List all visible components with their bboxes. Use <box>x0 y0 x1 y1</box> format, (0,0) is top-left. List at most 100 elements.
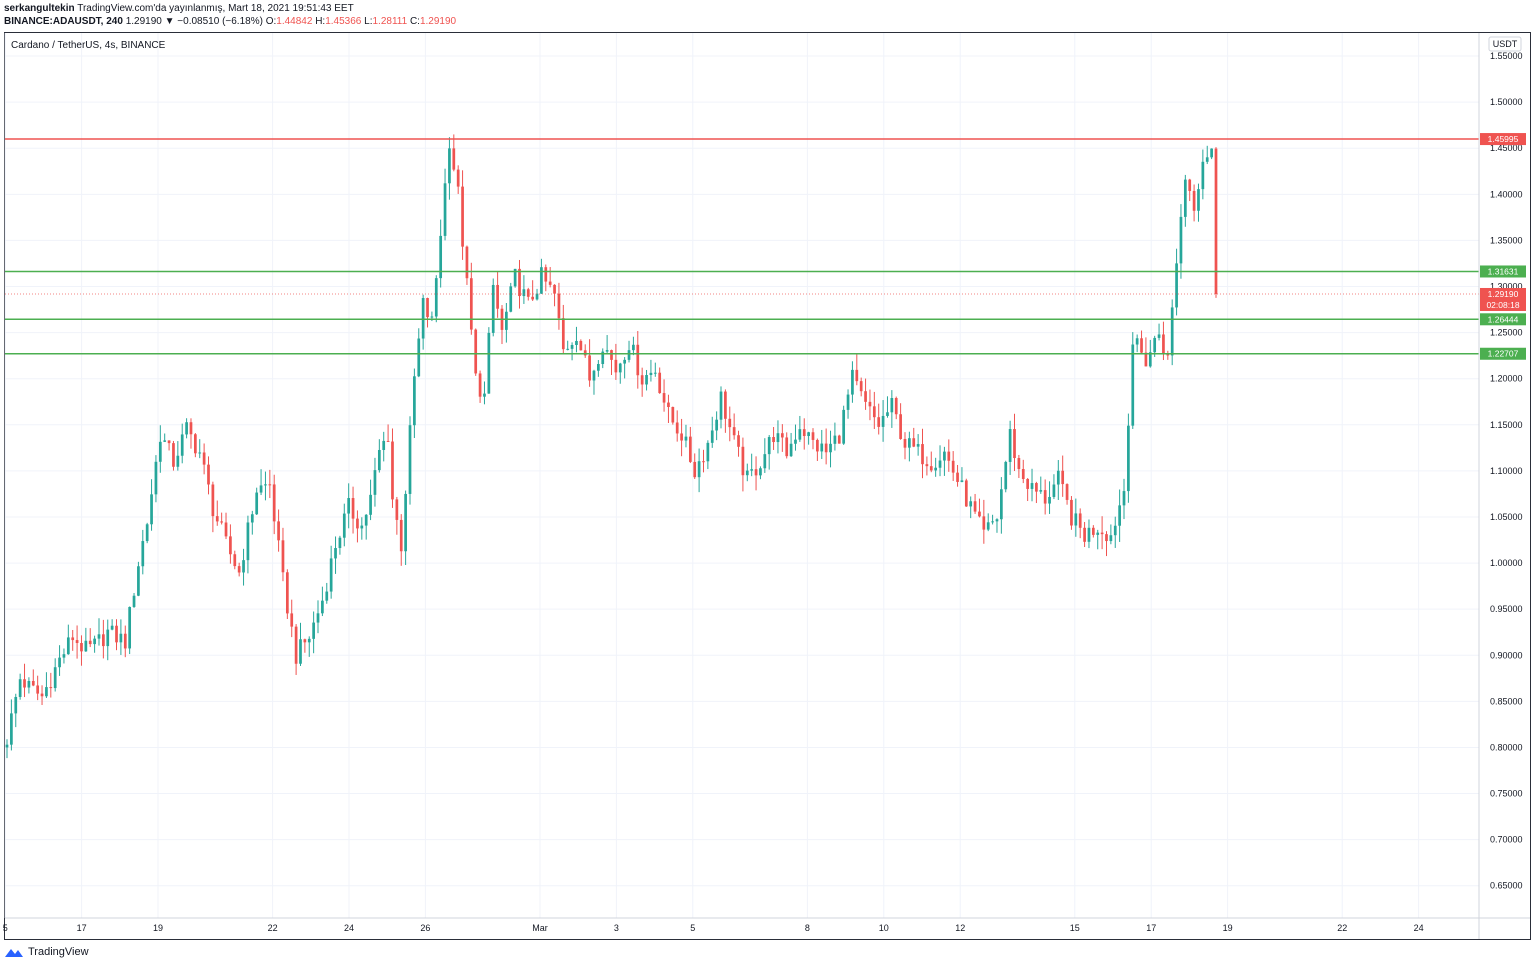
chart-frame[interactable] <box>4 32 1531 940</box>
candle-up <box>505 311 508 330</box>
candle-up <box>321 600 324 614</box>
candle-up <box>1170 307 1174 356</box>
high-value: 1.45366 <box>325 16 362 27</box>
time-tick-label: 15 <box>1070 923 1080 933</box>
candle-down <box>662 393 666 403</box>
candle-up <box>745 470 749 476</box>
price-tag-label: 1.26444 <box>1488 314 1519 324</box>
candle-up <box>180 434 184 456</box>
candle-down <box>229 536 232 555</box>
candle-up <box>1205 157 1209 162</box>
price-tag-label: 1.22707 <box>1488 349 1519 359</box>
candle-up <box>995 519 999 522</box>
candle-down <box>356 518 359 529</box>
candle-down <box>702 461 705 463</box>
candle-down <box>220 521 223 523</box>
candle-up <box>1056 470 1060 485</box>
candle-up <box>448 148 451 184</box>
publish-text: TradingView.com'da yayınlanmış, Mart 18,… <box>77 3 354 14</box>
resistance-price-tag <box>1480 133 1526 146</box>
candle-down <box>1144 352 1148 367</box>
candle-up <box>833 435 837 444</box>
candle-up <box>767 437 771 455</box>
candle-up <box>373 470 377 495</box>
candle-down <box>172 443 175 467</box>
candle-down <box>724 391 727 419</box>
candle-down <box>693 461 697 478</box>
candle-up <box>750 469 754 471</box>
candle-down <box>290 613 294 627</box>
candle-up <box>1179 216 1183 264</box>
price-tick-label: 1.30000 <box>1490 282 1523 292</box>
candle-up <box>763 454 767 469</box>
candle-up <box>1201 161 1205 190</box>
candle-down <box>728 418 732 428</box>
time-tick-label: 10 <box>879 923 889 933</box>
candle-up <box>1030 483 1034 489</box>
candle-up <box>1096 532 1100 535</box>
last-price-text: 1.29190 <box>125 16 162 27</box>
candle-down <box>452 148 456 170</box>
candle-up <box>439 235 443 279</box>
candle-down <box>964 480 968 507</box>
candle-down <box>281 540 285 573</box>
candle-up <box>908 438 911 448</box>
price-tick-label: 0.80000 <box>1490 742 1523 752</box>
last-price-tag <box>1480 287 1526 311</box>
candle-down <box>754 469 758 476</box>
candle-down <box>31 680 35 686</box>
candle-down <box>978 511 981 517</box>
candle-down <box>1083 527 1086 542</box>
price-tick-label: 1.35000 <box>1490 235 1523 245</box>
candle-down <box>816 439 819 452</box>
candle-down <box>189 422 193 435</box>
candle-up <box>934 467 938 471</box>
candle-down <box>864 391 867 402</box>
candle-up <box>627 350 631 360</box>
candle-up <box>259 485 263 493</box>
candle-up <box>264 484 267 486</box>
candle-up <box>1197 189 1200 211</box>
chart-title: Cardano / TetherUS, 4s, BINANCE <box>11 40 166 51</box>
candle-up <box>960 480 964 482</box>
candle-down <box>1188 179 1192 191</box>
author-name: serkangultekin <box>4 3 75 14</box>
time-tick-label: 8 <box>805 923 810 933</box>
currency-badge-box[interactable] <box>1488 36 1522 52</box>
candles <box>5 134 1218 759</box>
time-tick-label: 3 <box>614 923 619 933</box>
candle-down <box>802 429 806 437</box>
footer-brand[interactable]: TradingView <box>4 946 89 958</box>
candle-up <box>807 432 810 437</box>
candle-up <box>93 638 96 645</box>
candle-down <box>872 406 876 418</box>
candle-down <box>202 452 206 465</box>
candle-down <box>461 186 464 247</box>
support-price-tag <box>1480 265 1526 278</box>
candle-down <box>732 427 736 436</box>
candle-up <box>570 344 574 349</box>
candle-up <box>1087 527 1091 542</box>
candle-down <box>837 435 841 444</box>
candle-down <box>894 398 898 415</box>
currency-badge: USDT <box>1493 39 1518 49</box>
candle-down <box>465 246 469 279</box>
price-tick-label: 0.75000 <box>1490 789 1523 799</box>
candle-up <box>540 267 543 294</box>
candle-up <box>163 440 167 442</box>
candle-up <box>1157 334 1161 338</box>
candle-down <box>102 634 105 647</box>
candle-up <box>150 494 153 525</box>
candle-up <box>364 514 368 526</box>
candle-up <box>513 268 517 287</box>
candle-up <box>842 409 846 444</box>
price-tick-label: 0.95000 <box>1490 604 1523 614</box>
candle-up <box>759 468 762 476</box>
candle-up <box>710 430 714 443</box>
candle-up <box>794 439 797 444</box>
candle-up <box>601 351 605 365</box>
candle-down <box>123 633 127 649</box>
candle-down <box>496 284 499 309</box>
candle-up <box>1039 490 1043 492</box>
